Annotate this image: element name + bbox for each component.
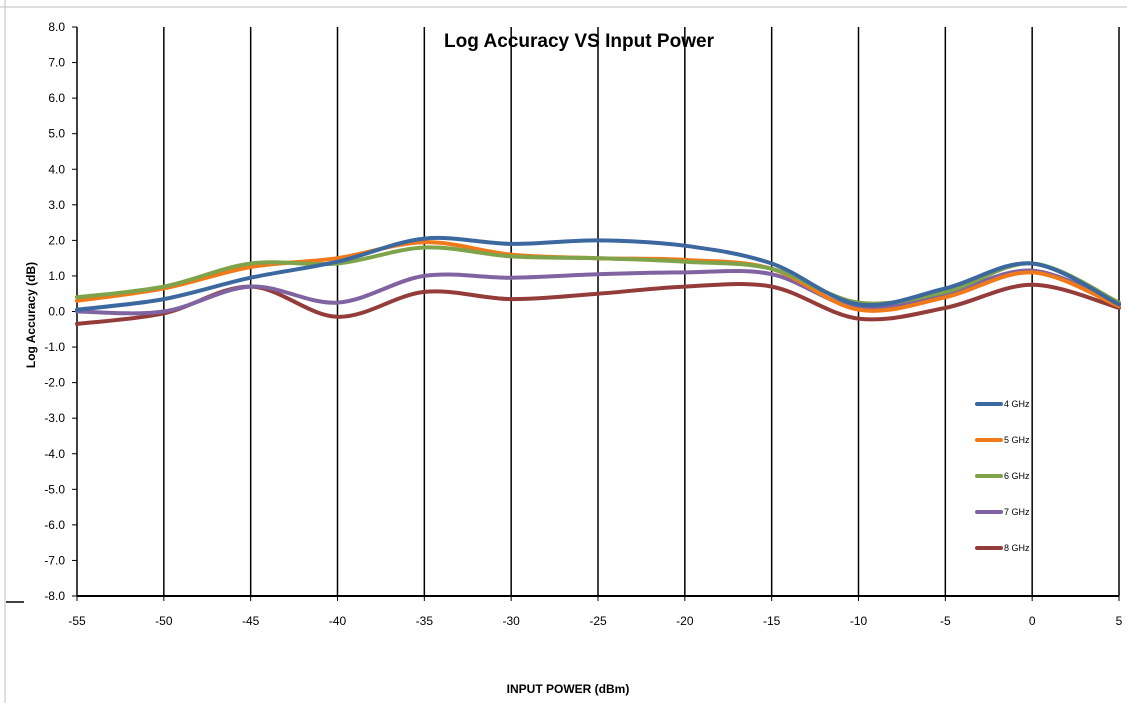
y-tick-label: -6.0	[44, 518, 65, 532]
x-tick-label: -15	[763, 614, 781, 628]
y-tick-label: -5.0	[44, 482, 65, 496]
x-tick-label: -30	[502, 614, 520, 628]
y-tick-label: -2.0	[44, 376, 65, 390]
x-tick-label: 0	[1029, 614, 1036, 628]
y-tick-label: -3.0	[44, 411, 65, 425]
x-tick-label: -5	[940, 614, 951, 628]
legend-label: 4 GHz	[1004, 399, 1030, 409]
y-tick-label: -4.0	[44, 447, 65, 461]
series-line-6-ghz	[75, 245, 1121, 306]
x-tick-label: -20	[676, 614, 694, 628]
y-tick-label: 3.0	[48, 198, 65, 212]
x-tick-label: -40	[329, 614, 347, 628]
y-tick-label: 4.0	[48, 162, 65, 176]
x-tick-label: -10	[850, 614, 868, 628]
x-tick-label: -35	[416, 614, 434, 628]
y-tick-label: -1.0	[44, 340, 65, 354]
legend-item: 8 GHz	[975, 543, 1030, 553]
x-tick-label: -55	[68, 614, 86, 628]
y-tick-labels: 8.0 7.0 6.0 5.0 4.0 3.0 2.0 1.0 0.0 -1.0 -2.0 -3.0 -…	[44, 20, 65, 603]
series-line-4-ghz	[75, 235, 1121, 312]
x-axis-title: INPUT POWER (dBm)	[507, 682, 630, 696]
legend: 4 GHz 5 GHz 6 GHz 7 GHz 8 GHz	[975, 399, 1030, 553]
series-lines	[75, 235, 1121, 326]
x-tick-label: -50	[155, 614, 173, 628]
legend-item: 6 GHz	[975, 471, 1030, 481]
legend-label: 6 GHz	[1004, 471, 1030, 481]
legend-item: 5 GHz	[975, 435, 1030, 445]
y-tick-label: -7.0	[44, 553, 65, 567]
legend-item: 4 GHz	[975, 399, 1030, 409]
legend-label: 7 GHz	[1004, 507, 1030, 517]
y-tick-label: 7.0	[48, 56, 65, 70]
y-tick-label: 6.0	[48, 91, 65, 105]
legend-label: 5 GHz	[1004, 435, 1030, 445]
legend-item: 7 GHz	[975, 507, 1030, 517]
x-tick-label: -25	[589, 614, 607, 628]
gridlines	[163, 27, 1120, 596]
x-tick-labels: -55 -50 -45 -40 -35 -30 -25 -20 -15 -10 -5 0 5	[68, 614, 1122, 628]
chart-title: Log Accuracy VS Input Power	[444, 31, 715, 52]
y-tick-label: 2.0	[48, 233, 65, 247]
y-tick-label: 0.0	[48, 305, 65, 319]
x-tick-label: -45	[242, 614, 260, 628]
y-tick-label: 8.0	[48, 20, 65, 34]
y-tick-label: -8.0	[44, 589, 65, 603]
axes	[6, 26, 1120, 603]
y-tick-label: 5.0	[48, 127, 65, 141]
x-tick-label: 5	[1116, 614, 1123, 628]
legend-label: 8 GHz	[1004, 543, 1030, 553]
y-axis-title: Log Accuracy (dB)	[24, 262, 38, 368]
y-tick-label: 1.0	[48, 269, 65, 283]
